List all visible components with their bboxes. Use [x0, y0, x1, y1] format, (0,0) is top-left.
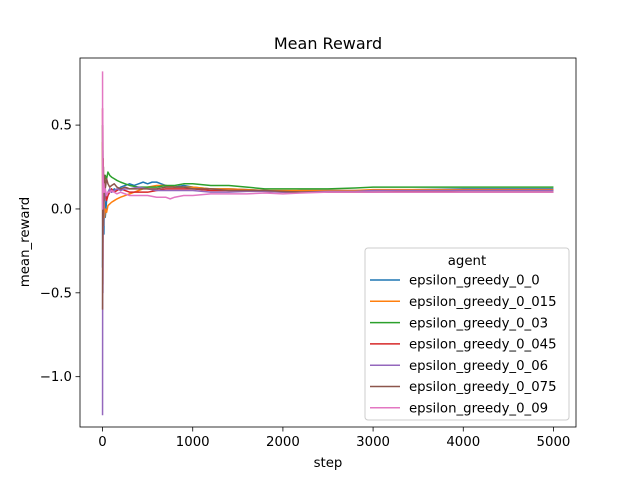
- legend-label-1: epsilon_greedy_0_015: [409, 295, 557, 310]
- x-tick-label: 4000: [446, 435, 480, 450]
- series-lines: [101, 71, 554, 416]
- series-line-6: [101, 71, 554, 210]
- y-axis-ticks: 0.5 0.0 −0.5 −1.0: [40, 119, 80, 385]
- chart-title: Mean Reward: [274, 34, 382, 53]
- legend-label-6: epsilon_greedy_0_09: [409, 402, 548, 417]
- legend-entries: epsilon_greedy_0_0 epsilon_greedy_0_015ep…: [370, 274, 557, 417]
- y-tick-label: −0.5: [40, 286, 72, 301]
- legend-label-3: epsilon_greedy_0_045: [409, 338, 557, 353]
- x-axis-label: step: [314, 456, 343, 471]
- y-tick-label: −1.0: [40, 370, 72, 385]
- legend-label-0: epsilon_greedy_0_0: [409, 274, 540, 289]
- legend-title: agent: [448, 254, 486, 269]
- x-tick-label: 0: [98, 435, 106, 450]
- x-tick-label: 2000: [266, 435, 300, 450]
- x-tick-label: 5000: [537, 435, 571, 450]
- y-axis-label: mean_reward: [18, 197, 33, 287]
- legend: agent epsilon_greedy_0_0epsilon_greedy_0…: [364, 247, 570, 421]
- plot-frame: [79, 57, 577, 428]
- legend-box: [364, 247, 570, 421]
- x-axis-ticks: 0 1000 2000 3000 4000 5000: [98, 427, 570, 450]
- x-tick-label: 1000: [176, 435, 210, 450]
- legend-label-5: epsilon_greedy_0_075: [409, 380, 557, 395]
- y-tick-label: 0.5: [51, 119, 72, 134]
- y-tick-label: 0.0: [51, 202, 72, 217]
- x-tick-label: 3000: [356, 435, 390, 450]
- legend-label-4: epsilon_greedy_0_06: [409, 359, 548, 374]
- legend-label-2: epsilon_greedy_0_03: [409, 316, 548, 331]
